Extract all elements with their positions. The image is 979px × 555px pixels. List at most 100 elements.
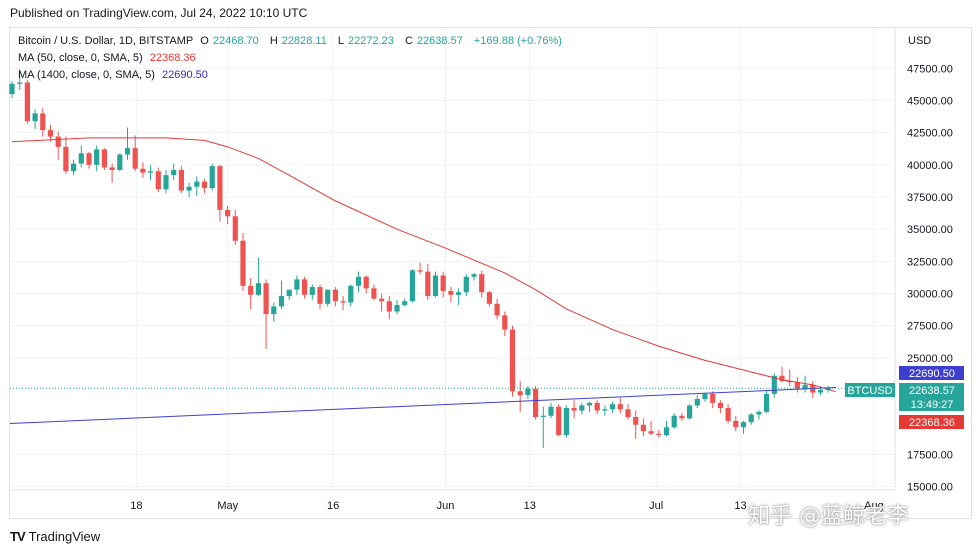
published-info: Published on TradingView.com, Jul 24, 20…: [10, 6, 308, 20]
candles: [9, 69, 831, 448]
ma50-line: [11, 137, 837, 393]
candle-up: [186, 186, 192, 191]
candle-up: [817, 390, 824, 393]
candle-down: [479, 274, 485, 293]
candle-down: [571, 408, 577, 411]
candle-up: [278, 296, 285, 307]
candle-up: [671, 415, 677, 428]
price-tag-ma50: [899, 415, 964, 429]
legend-ma50-row[interactable]: MA (50, close, 0, SMA, 5) 22368.36: [18, 52, 200, 64]
candle-down: [101, 149, 107, 168]
candle-down: [240, 240, 246, 286]
symbol-tag-label: BTCUSD: [847, 385, 892, 397]
candle-up: [756, 411, 762, 415]
candle-up: [117, 154, 123, 170]
candle-up: [348, 285, 354, 303]
price-tag-time: 13:49:27: [911, 399, 954, 411]
x-tick-label: 18: [130, 500, 142, 512]
candle-up: [325, 289, 331, 304]
chart-frame: [9, 27, 972, 519]
candle-up: [802, 384, 808, 389]
candle-up: [748, 414, 754, 423]
candle-down: [625, 409, 631, 418]
x-tick-label: 16: [327, 500, 339, 512]
candle-down: [733, 420, 739, 428]
candle-down: [517, 391, 523, 396]
price-tag-ma1400: [899, 366, 964, 380]
candle-down: [417, 270, 423, 272]
candle-up: [78, 153, 84, 164]
candle-down: [302, 279, 308, 295]
candle-up: [394, 305, 400, 312]
ma1400-line: [9, 387, 836, 424]
candle-down: [24, 82, 30, 122]
candle-down: [594, 402, 600, 411]
candle-down: [640, 424, 646, 432]
price-tags: 22690.50 22638.57 13:49:27 BTCUSD 22368.36: [845, 366, 964, 429]
candle-up: [540, 415, 546, 418]
candle-down: [317, 287, 323, 304]
candle-up: [771, 375, 777, 394]
symbol-name[interactable]: Bitcoin / U.S. Dollar, 1D, BITSTAMP: [18, 35, 194, 47]
ma50-label: MA (50, close, 0, SMA, 5): [18, 52, 143, 64]
candle-up: [309, 287, 315, 295]
candle-down: [648, 431, 654, 434]
close-value: C 22638.57: [404, 35, 463, 47]
candle-down: [440, 275, 446, 291]
legend-symbol-row: Bitcoin / U.S. Dollar, 1D, BITSTAMP O 224…: [18, 35, 566, 47]
candle-down: [633, 417, 639, 425]
candle-up: [9, 83, 15, 95]
candle-up: [94, 149, 100, 165]
candle-down: [263, 283, 269, 315]
candle-up: [286, 289, 292, 297]
candle-down: [40, 113, 46, 131]
candle-down: [386, 301, 392, 312]
candle-up: [586, 402, 593, 406]
candle-up: [402, 301, 408, 306]
price-tag-value: 22368.36: [909, 417, 955, 429]
x-tick-label: Jul: [649, 500, 663, 512]
candle-up: [171, 169, 177, 176]
y-tick-label: 32500.00: [907, 256, 953, 268]
candle-up: [271, 306, 277, 315]
candle-down: [63, 146, 69, 172]
tradingview-brand[interactable]: TV TradingView: [10, 529, 100, 544]
open-value: O 22468.70: [200, 35, 259, 47]
candle-down: [217, 166, 223, 210]
candle-down: [201, 181, 208, 189]
candle-down: [155, 171, 161, 190]
candle-down: [132, 148, 138, 169]
candle-up: [255, 283, 261, 295]
candle-down: [448, 290, 454, 295]
candle-down: [340, 301, 346, 303]
candle-down: [371, 288, 377, 299]
y-tick-label: 40000.00: [907, 160, 953, 172]
y-tick-label: 35000.00: [907, 224, 953, 236]
price-tag-last: [899, 383, 964, 411]
y-tick-label: 30000.00: [907, 289, 953, 301]
candle-down: [425, 271, 431, 297]
candle-down: [710, 393, 716, 403]
candle-up: [209, 166, 215, 189]
candle-down: [787, 380, 793, 383]
candle-up: [463, 276, 469, 293]
price-tag-value: 22638.57: [909, 385, 955, 397]
candle-down: [86, 153, 92, 165]
x-tick-label: 13: [524, 500, 536, 512]
candle-down: [225, 209, 231, 217]
price-tag-value: 22690.50: [909, 368, 955, 380]
candle-down: [779, 375, 785, 381]
y-tick-label: 17500.00: [907, 449, 953, 461]
legend-ma1400-row[interactable]: MA (1400, close, 0, SMA, 5) 22690.50: [18, 69, 212, 81]
candle-up: [432, 275, 439, 297]
candle-up: [456, 292, 462, 295]
candle-down: [494, 303, 500, 316]
candle-down: [109, 167, 115, 170]
candle-up: [32, 113, 38, 122]
candle-up: [71, 163, 77, 172]
candle-down: [486, 292, 492, 304]
candle-up: [740, 422, 747, 428]
candle-up: [610, 404, 616, 410]
candle-up: [525, 388, 531, 396]
